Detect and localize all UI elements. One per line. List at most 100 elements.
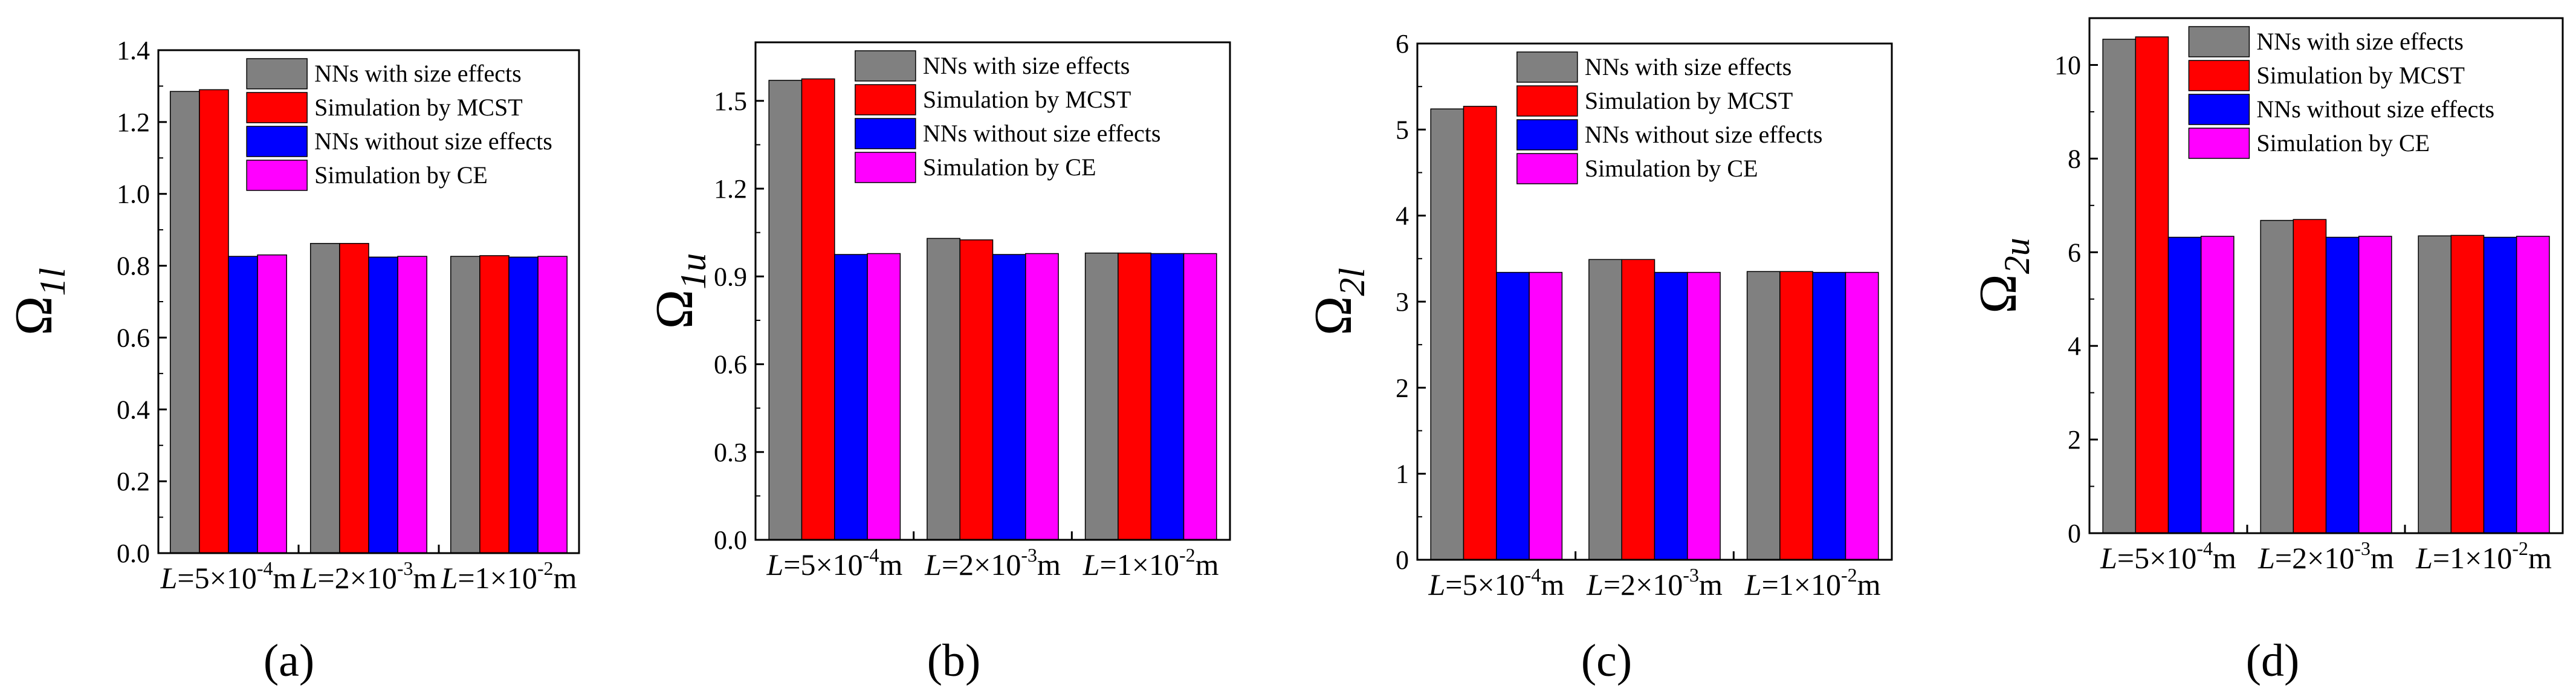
panel-label: (d) <box>2246 635 2300 686</box>
x-label-mid: =1×10 <box>2433 541 2512 575</box>
bar <box>1621 259 1655 560</box>
legend-label: Simulation by MCST <box>314 94 523 121</box>
y-tick-label: 0.0 <box>714 525 747 555</box>
bar <box>1654 271 1688 560</box>
x-label-unit: m <box>1857 568 1881 601</box>
y-axis-title-subscript: 2u <box>1997 238 2037 274</box>
x-label-unit: m <box>1699 568 1723 601</box>
bar <box>450 256 481 554</box>
bar <box>1845 271 1879 560</box>
x-label-exp: -3 <box>397 557 413 579</box>
legend-swatch <box>1516 51 1578 83</box>
y-tick-label: 6 <box>1396 29 1409 59</box>
x-label-mid: =2×10 <box>1604 568 1683 601</box>
x-label-var: L <box>924 548 942 582</box>
bar <box>2102 39 2137 534</box>
legend-label: Simulation by CE <box>923 154 1096 181</box>
bar <box>339 242 369 554</box>
y-tick-label: 0.6 <box>117 323 150 352</box>
x-label-mid: =1×10 <box>1100 548 1179 582</box>
legend-label: NNs with size effects <box>923 52 1130 79</box>
x-label-unit: m <box>879 548 902 582</box>
bar <box>2167 236 2202 534</box>
bar <box>1588 259 1622 560</box>
bar <box>2325 236 2360 534</box>
bar <box>801 78 835 540</box>
bar <box>2516 236 2550 534</box>
bar <box>309 242 340 554</box>
bar <box>1529 271 1563 560</box>
y-tick-label: 10 <box>2054 50 2081 80</box>
x-tick-label: L=5×10-4m <box>2100 537 2236 575</box>
y-tick-label: 5 <box>1396 115 1409 144</box>
legend-label: Simulation by MCST <box>1585 87 1793 114</box>
x-tick-label: L=2×10-3m <box>924 544 1061 582</box>
y-tick-label: 0.4 <box>117 395 150 424</box>
x-tick-label: L=1×10-2m <box>441 557 577 595</box>
bar <box>867 253 901 540</box>
bar <box>1687 271 1721 560</box>
x-label-var: L <box>1083 548 1100 582</box>
legend-swatch <box>246 160 308 191</box>
y-axis-title: Ω2u <box>1969 238 2037 313</box>
bar <box>1150 253 1185 540</box>
bar <box>927 238 960 540</box>
y-tick-label: 4 <box>2068 331 2081 361</box>
x-label-exp: -3 <box>1683 564 1699 586</box>
x-tick-label: L=1×10-2m <box>1083 544 1219 582</box>
legend-label: NNs without size effects <box>2256 96 2494 123</box>
bar <box>1025 253 1059 540</box>
x-tick-label: L=1×10-2m <box>1744 564 1881 601</box>
y-axis-title-subscript: 1l <box>33 268 73 296</box>
legend-label: NNs with size effects <box>1585 53 1792 80</box>
y-axis-title: Ω1u <box>646 253 713 329</box>
legend-swatch <box>855 50 916 82</box>
x-label-exp: -4 <box>863 544 879 566</box>
x-label-mid: =2×10 <box>942 548 1021 582</box>
y-tick-label: 0.9 <box>714 262 747 291</box>
bar <box>2358 236 2392 534</box>
legend-label: NNs without size effects <box>314 128 552 155</box>
panel-label: (c) <box>1581 635 1632 686</box>
bar <box>1496 271 1530 560</box>
legend-swatch <box>2188 94 2250 125</box>
y-axis-title: Ω2l <box>1304 268 1372 336</box>
bar <box>508 256 539 554</box>
y-axis-title: Ω1l <box>5 268 73 336</box>
x-tick-label: L=2×10-3m <box>1586 564 1723 601</box>
legend-swatch <box>855 84 916 115</box>
x-label-exp: -2 <box>2512 537 2528 559</box>
bar <box>169 91 200 554</box>
x-label-mid: =2×10 <box>2275 541 2354 575</box>
legend-swatch <box>1516 85 1578 117</box>
legend-swatch <box>246 92 308 123</box>
y-tick-label: 1 <box>1396 459 1409 489</box>
y-tick-label: 2 <box>1396 373 1409 403</box>
y-tick-label: 1.0 <box>117 180 150 209</box>
panel-label: (b) <box>927 635 981 686</box>
x-label-unit: m <box>2213 541 2236 575</box>
legend-label: Simulation by CE <box>2256 129 2430 157</box>
bar <box>1812 271 1846 560</box>
x-label-mid: =1×10 <box>1762 568 1841 601</box>
x-label-unit: m <box>413 561 436 595</box>
x-label-var: L <box>2415 541 2433 575</box>
x-label-exp: -2 <box>1841 564 1857 586</box>
bar <box>1084 252 1119 540</box>
chart-panel-a: 0.00.20.40.60.81.01.21.4L=5×10-4m L=2×10-… <box>5 36 580 686</box>
y-tick-label: 8 <box>2068 144 2081 173</box>
y-tick-label: 2 <box>2068 425 2081 455</box>
x-label-exp: -4 <box>1525 564 1541 586</box>
legend-label: Simulation by MCST <box>2256 62 2465 89</box>
bar <box>768 80 803 540</box>
x-label-var: L <box>2257 541 2275 575</box>
x-label-exp: -3 <box>2354 537 2371 559</box>
legend-swatch <box>855 118 916 149</box>
x-label-var: L <box>300 561 318 595</box>
x-label-mid: =1×10 <box>458 561 537 595</box>
legend-swatch <box>2188 60 2250 91</box>
x-label-mid: =5×10 <box>2117 541 2196 575</box>
x-label-mid: =5×10 <box>177 561 256 595</box>
